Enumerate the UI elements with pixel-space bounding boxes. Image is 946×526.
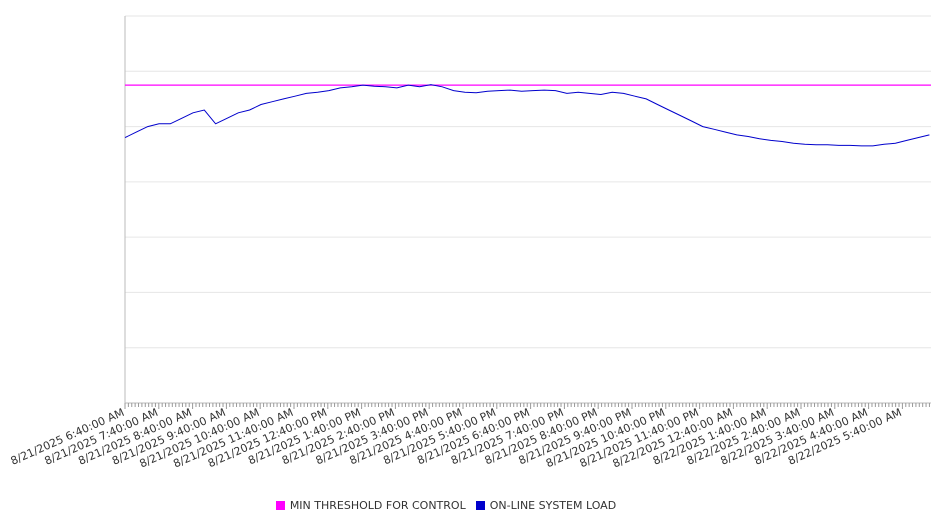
legend-item-system-load[interactable]: ON-LINE SYSTEM LOAD — [475, 499, 617, 512]
legend: MIN THRESHOLD FOR CONTROL ON-LINE SYSTEM… — [0, 499, 892, 512]
axes — [124, 16, 931, 404]
series-lines — [124, 84, 931, 147]
grid-lines — [125, 15, 931, 404]
x-axis-tick-labels: 8/21/2025 6:40:00 AM8/21/2025 7:40:00 AM… — [9, 406, 904, 471]
legend-swatch-threshold — [275, 501, 285, 510]
legend-label-system-load: ON-LINE SYSTEM LOAD — [489, 499, 617, 512]
legend-item-threshold[interactable]: MIN THRESHOLD FOR CONTROL — [275, 499, 466, 512]
x-axis-ticks — [124, 403, 930, 409]
legend-swatch-system-load — [475, 501, 485, 510]
legend-label-threshold: MIN THRESHOLD FOR CONTROL — [289, 499, 466, 512]
series-line-system-load — [124, 84, 930, 147]
